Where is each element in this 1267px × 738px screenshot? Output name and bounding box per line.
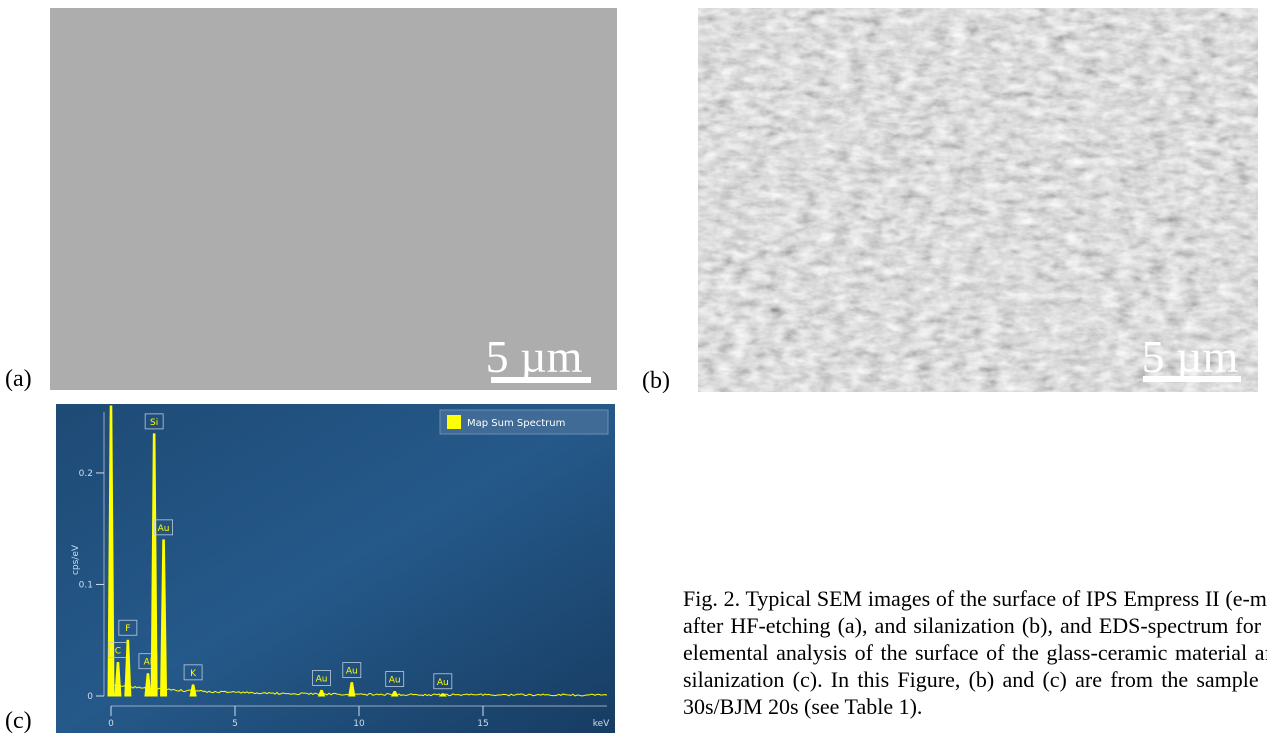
peak-label: Si <box>150 418 158 428</box>
x-tick-label: 5 <box>232 719 238 729</box>
scale-text: 5 µm <box>1142 331 1239 382</box>
spectrum-panel <box>56 404 615 733</box>
x-unit: keV <box>593 719 610 729</box>
peak-label: Au <box>158 524 170 534</box>
scale-bar <box>1143 376 1241 382</box>
peak-label: Au <box>437 678 449 688</box>
legend-label: Map Sum Spectrum <box>467 418 565 429</box>
peak-label: Au <box>346 667 358 677</box>
panel-label: (b) <box>642 368 670 395</box>
y-tick-label: 0.1 <box>79 580 93 590</box>
legend-swatch <box>447 415 461 429</box>
x-tick-label: 0 <box>108 719 114 729</box>
y-tick-label: 0.2 <box>79 469 93 479</box>
x-tick-label: 10 <box>353 719 365 729</box>
x-tick-label: 15 <box>477 719 488 729</box>
peak-label: Au <box>389 676 401 686</box>
peak-label: Au <box>316 674 328 684</box>
scale-text: 5 µm <box>486 331 583 382</box>
y-tick-label: 0 <box>87 692 93 702</box>
panel-label: (a) <box>5 366 32 393</box>
peak-label: F <box>125 624 130 634</box>
peak-label: C <box>115 647 121 657</box>
page: 5 µm 5 µm 0 0.1 0.2 0 5 10 15 keV cps/eV Map Sum … <box>0 0 1267 738</box>
caption: Fig. 2. Typical SEM images of the surfac… <box>683 585 1267 720</box>
scale-bar <box>491 377 591 383</box>
panel-label: (c) <box>5 708 32 735</box>
y-label: cps/eV <box>71 544 81 575</box>
